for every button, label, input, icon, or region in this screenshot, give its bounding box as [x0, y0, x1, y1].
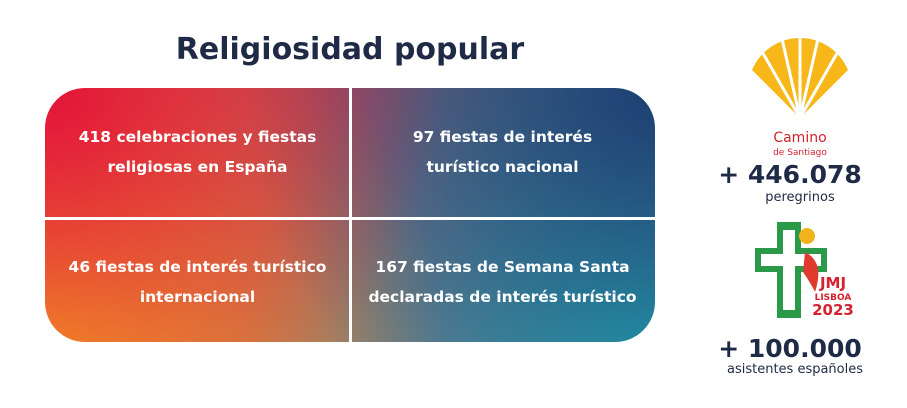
cell-line: turístico nacional	[426, 157, 579, 176]
logo-text: de Santiago	[773, 148, 827, 158]
logo-figure	[803, 252, 819, 292]
cell-line: 167 fiestas de Semana Santa	[375, 257, 630, 276]
cell-line: religiosas en España	[107, 157, 288, 176]
stats-grid: 418 celebraciones y fiestas religiosas e…	[45, 88, 655, 342]
cell: 418 celebraciones y fiestas religiosas e…	[45, 88, 350, 215]
title: Religiosidad popular	[175, 32, 525, 67]
cell: 46 fiestas de interés turístico internac…	[45, 218, 350, 342]
cell-line: internacional	[139, 287, 256, 306]
divider	[45, 217, 655, 220]
cell-line: 97 fiestas de interés	[412, 127, 593, 146]
shell-ribs	[758, 24, 842, 119]
stat-number: + 100.000	[718, 334, 862, 363]
stat-number: + 446.078	[718, 160, 862, 189]
camino-logo: Camino de Santiago	[752, 24, 848, 158]
stat-caption: peregrinos	[765, 190, 835, 205]
stat-caption: asistentes españoles	[726, 362, 864, 377]
cross-inner	[783, 230, 795, 310]
logo-circle	[799, 228, 815, 244]
divider	[349, 88, 352, 342]
logo-text: LISBOA	[815, 293, 852, 303]
cell-line: declaradas de interés turístico	[368, 287, 637, 306]
cell: 97 fiestas de interés turístico nacional	[350, 88, 655, 215]
logo-text: JMJ	[819, 274, 846, 292]
logo-text: 2023	[812, 301, 854, 319]
logo-text: Camino	[773, 130, 826, 146]
cell-line: 418 celebraciones y fiestas	[78, 127, 317, 146]
cell: 167 fiestas de Semana Santa declaradas d…	[350, 218, 655, 342]
cell-line: 46 fiestas de interés turístico	[68, 257, 327, 276]
jmj-logo: JMJ LISBOA 2023	[755, 222, 854, 319]
